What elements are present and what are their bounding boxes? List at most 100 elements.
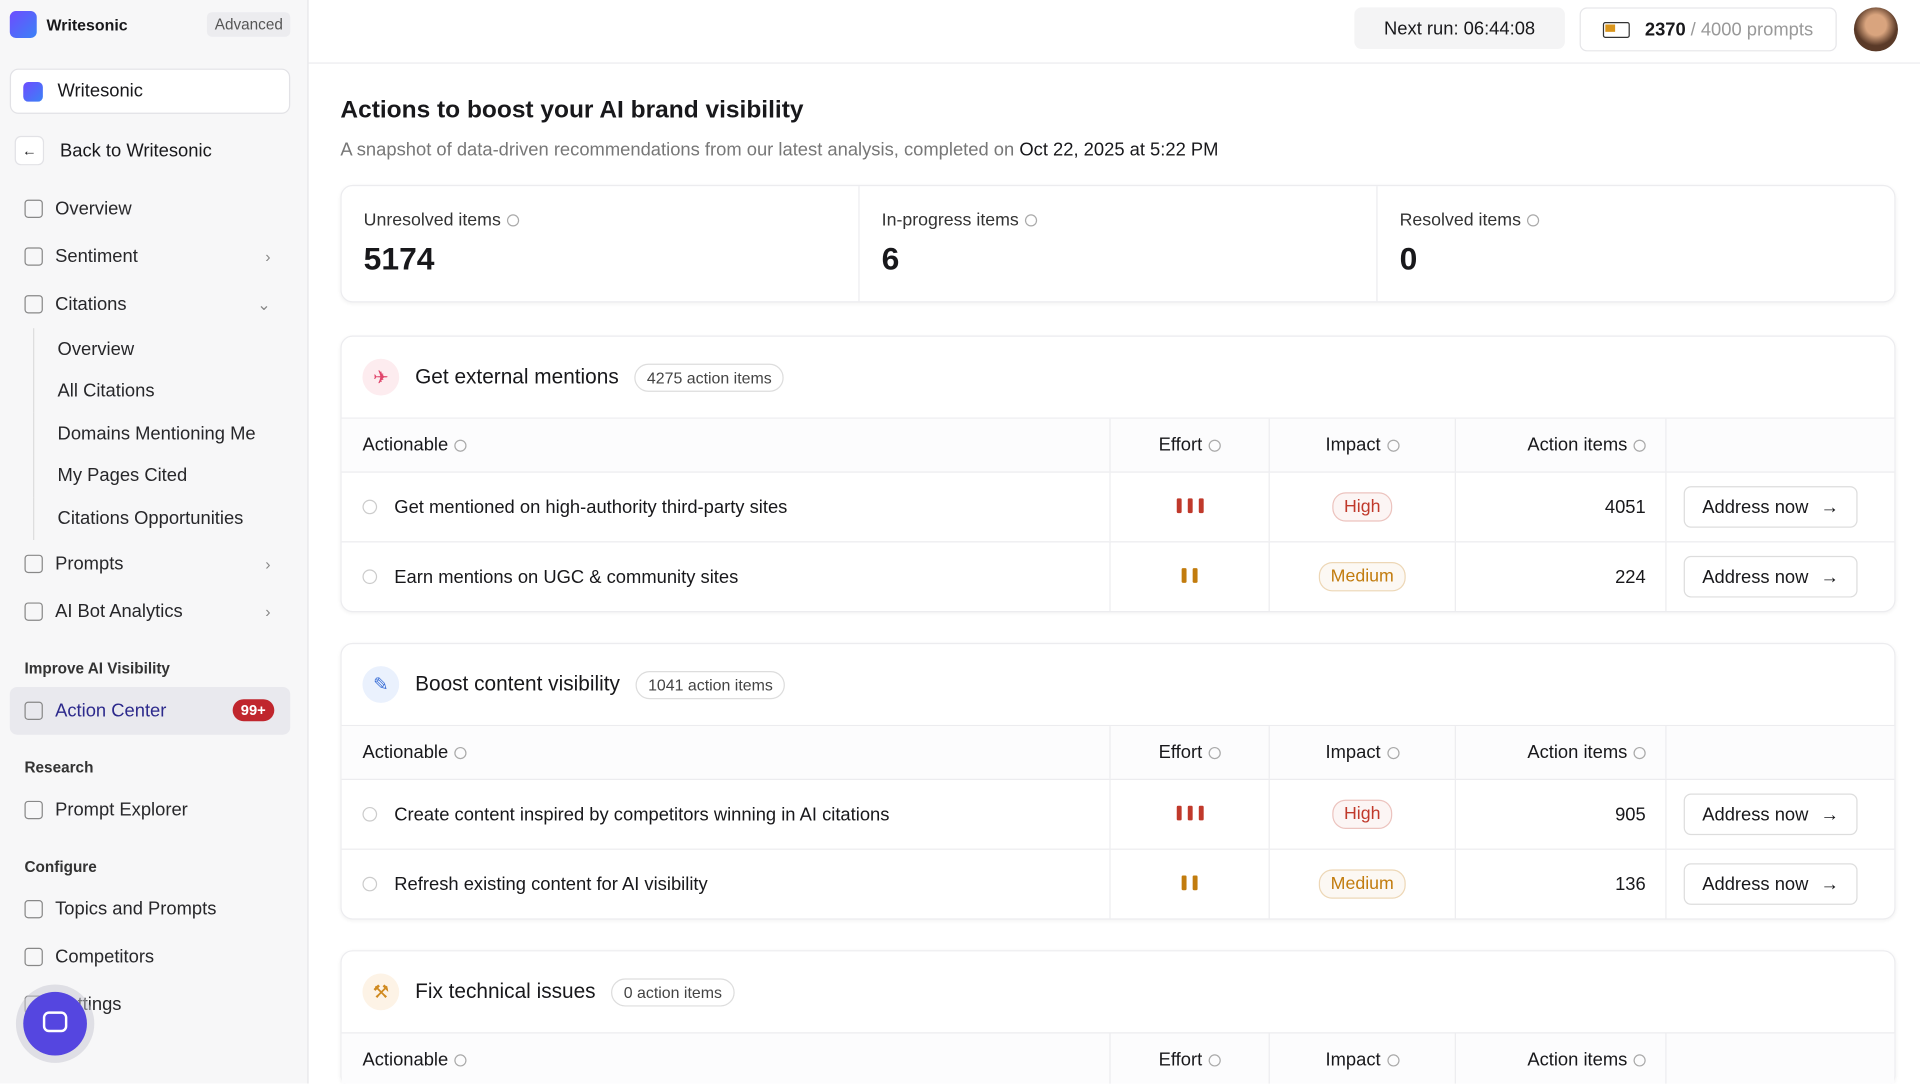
sub-nav-item[interactable]: My Pages Cited — [33, 454, 307, 498]
column-header: Effort — [1111, 418, 1270, 472]
actionable-title: Get mentioned on high-authority third-pa… — [394, 496, 788, 518]
effort-bar — [1192, 567, 1198, 583]
address-button[interactable]: Address now — [1683, 486, 1858, 528]
effort-bar — [1181, 874, 1187, 890]
table-row: Refresh existing content for AI visibili… — [342, 849, 1895, 919]
battery-icon — [1603, 21, 1631, 38]
info-icon — [1024, 214, 1038, 227]
section-card: ✎ Boost content visibility 1041 action ite… — [340, 642, 1896, 920]
column-header — [1667, 1033, 1895, 1083]
effort-bars — [1173, 804, 1206, 825]
impact-pill: High — [1331, 799, 1393, 829]
sub-nav-item[interactable]: Citations Opportunities — [33, 497, 307, 540]
info-icon — [454, 746, 467, 759]
plan-chip: Advanced — [207, 12, 291, 37]
nav-label: AI Bot Analytics — [55, 600, 183, 622]
info-icon — [1208, 1053, 1221, 1066]
stat-value: 6 — [881, 240, 900, 277]
column-header: Action items — [1456, 1033, 1667, 1084]
section-header: ⚒ Fix technical issues 0 action items — [341, 951, 1895, 1034]
address-button[interactable]: Address now — [1683, 555, 1858, 598]
address-button[interactable]: Address now — [1683, 863, 1858, 905]
column-label: Action items — [1527, 742, 1628, 763]
avatar[interactable] — [1853, 7, 1898, 52]
action-items-count: 4051 — [1604, 496, 1646, 518]
logo — [23, 81, 43, 102]
nav-icon — [24, 199, 43, 218]
sub-nav-item[interactable]: Domains Mentioning Me — [33, 412, 307, 455]
nav-label: Action Center — [55, 699, 167, 721]
sub-nav-item[interactable]: All Citations — [33, 370, 307, 413]
prompts-used: 2370 — [1644, 18, 1686, 40]
page-title: Actions to boost your AI brand visibilit… — [340, 96, 804, 124]
group-title: Research — [24, 758, 94, 776]
status-icon — [362, 806, 378, 822]
action-items-cell: 4051 — [1456, 472, 1667, 542]
column-label: Effort — [1158, 434, 1203, 456]
back-link[interactable]: ← Back to Writesonic — [14, 133, 212, 167]
actionable-cell: Create content inspired by competitors w… — [342, 780, 1111, 849]
nav-icon — [24, 247, 43, 266]
effort-cell — [1111, 849, 1270, 919]
info-icon — [1386, 746, 1399, 759]
section-title: Fix technical issues — [415, 979, 596, 1003]
sub-nav-item[interactable]: Overview — [33, 328, 307, 371]
effort-bar — [1187, 497, 1193, 513]
nav-icon — [24, 601, 43, 621]
nav-item[interactable]: Prompt Explorer — [0, 786, 307, 834]
nav-item[interactable]: Competitors — [0, 932, 307, 980]
stat-value: 5174 — [363, 240, 435, 277]
impact-pill: Medium — [1318, 869, 1407, 899]
nav-icon — [24, 899, 43, 918]
column-header — [1667, 419, 1895, 472]
nav-item[interactable]: Sentiment › — [0, 233, 307, 281]
section-title: Get external mentions — [415, 364, 619, 389]
info-icon — [1633, 746, 1646, 759]
workspace-select[interactable]: Writesonic — [9, 68, 291, 114]
stat-label: Resolved items — [1399, 210, 1521, 231]
actionable-title: Create content inspired by competitors w… — [394, 803, 890, 825]
section-icon: ⚒ — [362, 973, 400, 1011]
column-label: Action items — [1527, 1049, 1628, 1071]
actionable-title: Refresh existing content for AI visibili… — [394, 873, 708, 895]
chevron: › — [265, 601, 271, 621]
info-icon — [1633, 438, 1646, 452]
effort-bars — [1179, 566, 1201, 587]
section-count: 0 action items — [611, 977, 735, 1006]
nav-icon — [24, 554, 43, 573]
info-icon — [1386, 438, 1399, 452]
column-label: Action items — [1527, 434, 1628, 456]
section-title: Boost content visibility — [415, 672, 620, 696]
nav-item[interactable]: AI Bot Analytics › — [0, 587, 307, 635]
nav-item[interactable]: Prompts › — [0, 539, 307, 587]
impact-pill: Medium — [1318, 562, 1407, 592]
column-label: Actionable — [362, 742, 449, 763]
stat: Resolved items 0 — [1376, 186, 1894, 302]
column-label: Impact — [1325, 742, 1381, 763]
info-icon — [454, 438, 467, 452]
table-row: Earn mentions on UGC & community sites Me… — [342, 542, 1895, 612]
button-cell: Address now — [1667, 780, 1895, 849]
button-cell: Address now — [1667, 473, 1895, 542]
section-count: 4275 action items — [634, 363, 784, 392]
info-icon — [454, 1053, 467, 1066]
nav-item[interactable]: Citations ⌄ — [0, 280, 307, 328]
action-items-cell: 905 — [1456, 780, 1667, 849]
nav: Overview Sentiment › Citations ⌄ Overview All … — [0, 185, 307, 1028]
nav-item[interactable]: Action Center 99+ — [9, 686, 291, 735]
stat-label: In-progress items — [881, 210, 1019, 231]
nav-item[interactable]: Overview — [0, 185, 307, 233]
column-header: Effort — [1111, 726, 1270, 779]
address-button[interactable]: Address now — [1683, 793, 1858, 836]
action-items-cell: 136 — [1456, 849, 1667, 919]
impact-cell: Medium — [1270, 849, 1456, 919]
workspace-name: Writesonic — [57, 80, 143, 102]
column-label: Actionable — [362, 1049, 449, 1071]
button-cell: Address now — [1667, 542, 1895, 611]
chat-button[interactable] — [23, 991, 87, 1056]
column-header: Impact — [1270, 418, 1456, 472]
effort-bar — [1198, 497, 1204, 513]
nav-item[interactable]: Topics and Prompts — [0, 885, 307, 933]
column-header: Actionable — [342, 726, 1111, 779]
